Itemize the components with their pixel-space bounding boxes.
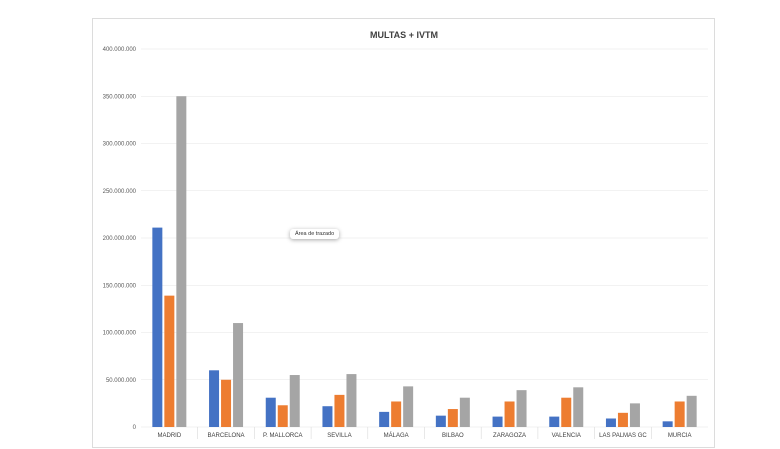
bar [152, 227, 163, 427]
plot-area-tooltip: Área de trazado [290, 229, 340, 239]
chart-area[interactable]: MULTAS + IVTM 0 50.000.000 100.000.000 150.… [92, 18, 715, 448]
y-tick-label: 300.000.000 [103, 142, 137, 148]
bar [265, 397, 276, 427]
bar [289, 375, 300, 427]
x-category-label: MÁLAGA [384, 432, 409, 439]
gridlines [141, 48, 708, 428]
x-category-label: SEVILLA [327, 433, 351, 439]
bar [573, 387, 584, 427]
bar [605, 418, 616, 427]
y-tick-label: 400.000.000 [103, 47, 137, 53]
bar [686, 395, 697, 427]
bar [322, 406, 333, 427]
bar [435, 415, 446, 427]
x-category-label: MADRID [158, 433, 182, 439]
x-category-label: MURCIA [668, 433, 692, 439]
bar [629, 403, 640, 427]
bar [221, 379, 232, 427]
x-category-label: ZARAGOZA [493, 433, 526, 439]
bar [447, 409, 458, 427]
y-axis-ticks: 0 50.000.000 100.000.000 150.000.000 200.000… [103, 47, 137, 431]
bar [346, 374, 357, 427]
bar [549, 416, 560, 427]
y-tick-label: 100.000.000 [103, 331, 137, 337]
x-category-label: BILBAO [442, 433, 464, 439]
bar [176, 96, 187, 427]
bar [617, 412, 628, 427]
y-tick-label: 0 [133, 425, 137, 431]
y-tick-label: 350.000.000 [103, 94, 137, 100]
bar [233, 323, 244, 427]
bar [504, 401, 515, 427]
bars [152, 96, 697, 427]
x-category-label: VALENCIA [552, 433, 581, 439]
bar [459, 397, 470, 427]
chart-title: MULTAS + IVTM [370, 30, 438, 40]
bar [164, 295, 175, 427]
bar [334, 394, 345, 427]
bar [379, 411, 390, 427]
x-category-label: P. MALLORCA [263, 433, 303, 439]
bar [662, 421, 673, 427]
bar [674, 401, 685, 427]
bar [516, 390, 527, 427]
bar [561, 397, 572, 427]
bar [391, 401, 402, 427]
x-category-label: LAS PALMAS GC [599, 433, 647, 439]
bar [277, 405, 288, 427]
bar-chart: MULTAS + IVTM 0 50.000.000 100.000.000 150.… [103, 30, 708, 439]
y-tick-label: 200.000.000 [103, 236, 137, 242]
bar [403, 386, 414, 427]
bar [492, 416, 503, 427]
y-tick-label: 50.000.000 [106, 378, 137, 384]
x-category-label: BARCELONA [208, 433, 245, 439]
bar [209, 370, 220, 427]
y-tick-label: 250.000.000 [103, 189, 137, 195]
y-tick-label: 150.000.000 [103, 283, 137, 289]
x-axis-categories: MADRID BARCELONA P. MALLORCA SEVILLA MÁLAGA B… [158, 427, 692, 439]
